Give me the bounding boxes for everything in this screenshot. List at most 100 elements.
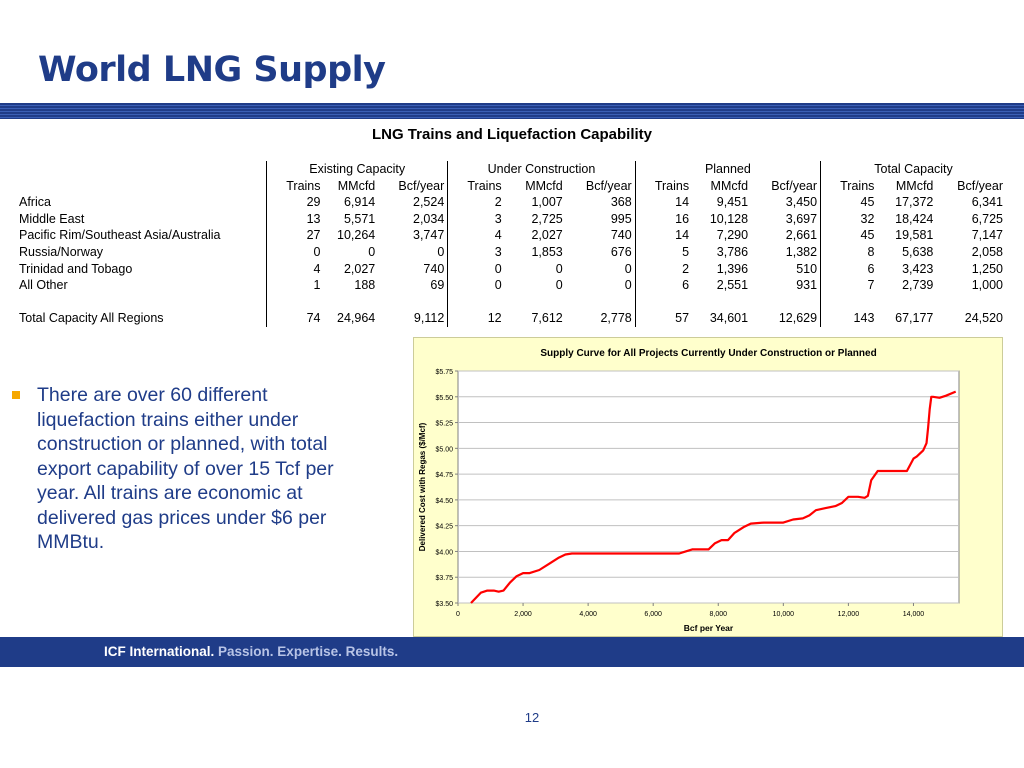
table-cell: 2,027 — [343, 261, 376, 276]
table-group-header-row: Existing Capacity Under Construction Pla… — [16, 161, 1006, 178]
table-cell: 67,177 — [895, 311, 934, 326]
table-cell: 4 — [447, 227, 505, 244]
table-cell: 10,264 — [337, 228, 376, 243]
region-name: Pacific Rim/Southeast Asia/Australia — [19, 228, 221, 243]
column-header-bcf-year: Bcf/year — [957, 178, 1003, 193]
table-cell: 1,396 — [716, 261, 749, 276]
group-header-existing: Existing Capacity — [266, 161, 448, 178]
table-row: Middle East 13 5,571 2,034 3 2,725 995 16 10,128… — [16, 210, 1006, 228]
table-cell: 6,725 — [971, 211, 1003, 226]
table-cell: 57 — [634, 310, 693, 327]
table-cell: 24,964 — [337, 311, 376, 326]
table-cell: 0 — [437, 244, 445, 259]
table-cell: 12,629 — [778, 311, 818, 326]
table-cell: 3,697 — [785, 211, 818, 226]
table-cell: 143 — [820, 310, 878, 327]
table-cell: 9,112 — [413, 311, 445, 326]
footer-band: ICF International. Passion. Expertise. R… — [0, 637, 1024, 667]
table-cell: 6 — [634, 277, 693, 294]
x-tick-label: 6,000 — [644, 611, 662, 618]
table-row: Pacific Rim/Southeast Asia/Australia 27 10… — [16, 227, 1006, 244]
y-tick-label: $5.75 — [435, 369, 453, 376]
column-header-bcf-year: Bcf/year — [585, 178, 632, 193]
region-name: Africa — [19, 195, 51, 210]
table-cell: 10,128 — [709, 211, 749, 226]
table-cell: 2,739 — [902, 278, 934, 293]
table-cell: 3,450 — [785, 195, 818, 210]
table-cell: 17,372 — [895, 195, 934, 210]
table-row: All Other 1 188 69 0 0 0 6 2,551 931 7 2,739 1,000 — [16, 277, 1006, 294]
table-cell: 740 — [423, 261, 445, 276]
table-spacer-row — [16, 293, 1006, 311]
table-cell: 3 — [447, 243, 505, 261]
table-cell: 368 — [610, 195, 632, 210]
page-number: 12 — [524, 710, 540, 725]
region-name: Russia/Norway — [19, 244, 104, 259]
footer-tagline: Passion. Expertise. Results. — [218, 644, 399, 659]
y-tick-label: $3.75 — [435, 575, 453, 582]
table-cell: 2,524 — [413, 195, 445, 210]
y-tick-label: $5.50 — [435, 395, 453, 402]
table-cell: 45 — [820, 227, 878, 244]
column-header-bcf-year: Bcf/year — [771, 178, 818, 193]
table-cell: 2,778 — [600, 311, 632, 326]
table-cell: 19,581 — [895, 228, 934, 243]
table-row: Africa 29 6,914 2,524 2 1,007 368 14 9,451 3,450 4… — [16, 194, 1006, 211]
column-header-bcf-year: Bcf/year — [398, 178, 445, 193]
supply-curve-line — [470, 390, 957, 604]
column-header-mmcfd: MMcfd — [337, 178, 376, 193]
y-tick-label: $3.50 — [435, 601, 453, 608]
footer-logo-text: ICF International. Passion. Expertise. R… — [104, 644, 398, 659]
table-cell: 2 — [447, 194, 505, 211]
table-cell: 7 — [820, 277, 878, 294]
table-cell: 8 — [820, 243, 878, 261]
table-cell: 5 — [634, 243, 693, 261]
table-cell: 3 — [447, 210, 505, 228]
region-name: Total Capacity All Regions — [19, 311, 164, 326]
table-cell: 29 — [266, 194, 324, 211]
column-header-trains: Trains — [266, 177, 324, 195]
table-cell: 3,747 — [413, 228, 445, 243]
table-cell: 510 — [796, 261, 818, 276]
table-cell: 1 — [266, 277, 324, 294]
table-cell: 1,250 — [971, 261, 1003, 276]
table-cell: 0 — [368, 244, 376, 259]
table-cell: 2,058 — [971, 244, 1003, 259]
bullet-point: There are over 60 different liquefaction… — [12, 383, 342, 555]
y-axis-label: Delivered Cost with Regas ($/Mcf) — [418, 422, 427, 551]
table-cell: 74 — [266, 310, 324, 327]
table-cell: 1,000 — [971, 278, 1003, 293]
plot-area — [457, 370, 960, 604]
table-cell: 16 — [634, 210, 693, 228]
table-cell: 0 — [555, 261, 563, 276]
table-cell: 18,424 — [895, 211, 934, 226]
table-cell: 32 — [820, 210, 878, 228]
table-cell: 4 — [266, 260, 324, 278]
table-cell: 0 — [624, 278, 632, 293]
table-cell: 1,853 — [531, 244, 563, 259]
group-header-total: Total Capacity — [820, 161, 1006, 178]
table-cell: 69 — [430, 278, 445, 293]
table-cell: 2,027 — [531, 228, 563, 243]
table-cell: 2,661 — [785, 228, 818, 243]
table-cell: 995 — [610, 211, 632, 226]
table-row: Trinidad and Tobago 4 2,027 740 0 0 0 2 1,396 510… — [16, 260, 1006, 278]
region-name: Middle East — [19, 211, 85, 226]
table-cell: 188 — [354, 278, 376, 293]
footer-brand: ICF International. — [104, 644, 215, 659]
table-cell: 2 — [634, 260, 693, 278]
table-cell: 2,725 — [531, 211, 563, 226]
table-cell: 7,612 — [531, 311, 563, 326]
y-tick-label: $5.00 — [435, 446, 453, 453]
supply-curve-svg: $3.50 $3.75 $4.00 $4.25 $4.50 $4.75 $5.00 $5.25… — [418, 348, 960, 633]
table-cell: 0 — [266, 243, 324, 261]
table-cell: 12 — [447, 310, 505, 327]
table-title: LNG Trains and Liquefaction Capability — [371, 126, 653, 143]
x-tick-label: 0 — [456, 611, 460, 618]
group-header-under-construction: Under Construction — [447, 161, 636, 178]
table-cell: 2,034 — [413, 211, 445, 226]
table-cell: 34,601 — [709, 311, 749, 326]
table-cell: 1,382 — [785, 244, 818, 259]
table-column-header-row: Trains MMcfd Bcf/year Trains MMcfd Bcf/y… — [16, 177, 1006, 195]
group-header-planned: Planned — [634, 161, 821, 178]
